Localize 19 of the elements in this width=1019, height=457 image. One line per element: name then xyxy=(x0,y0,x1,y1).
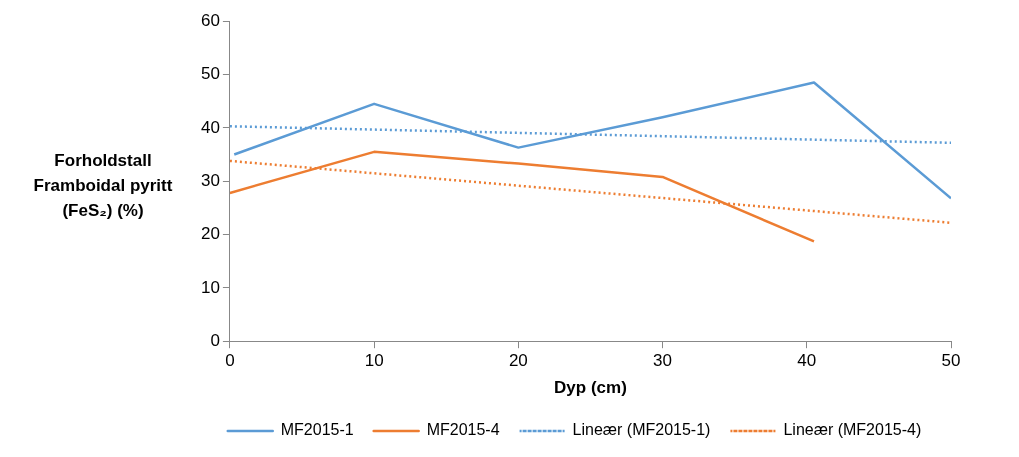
y-tick-label: 50 xyxy=(200,64,220,84)
x-tick-label: 20 xyxy=(508,351,528,371)
y-tick-label: 30 xyxy=(200,170,220,190)
y-tick-label: 60 xyxy=(200,10,220,30)
y-tick-label: 0 xyxy=(210,330,220,350)
y-tick-label: 10 xyxy=(200,277,220,297)
x-tick-label: 40 xyxy=(797,351,817,371)
y-tick-label: 40 xyxy=(200,117,220,137)
y-tick-label: 20 xyxy=(200,224,220,244)
legend-label: MF2015-1 xyxy=(280,421,354,439)
x-axis-title: Dyp (cm) xyxy=(554,378,627,398)
x-tick-label: 0 xyxy=(225,351,235,371)
legend-label: Lineær (MF2015-4) xyxy=(783,421,922,439)
x-tick-label: 30 xyxy=(653,351,673,371)
x-tick-label: 10 xyxy=(364,351,384,371)
x-tick-label: 50 xyxy=(941,351,961,371)
y-axis-title: Forholdstall Framboidal pyritt (FeS₂) (%) xyxy=(32,150,174,222)
legend-label: MF2015-4 xyxy=(426,421,500,439)
legend-label: Lineær (MF2015-1) xyxy=(572,421,711,439)
